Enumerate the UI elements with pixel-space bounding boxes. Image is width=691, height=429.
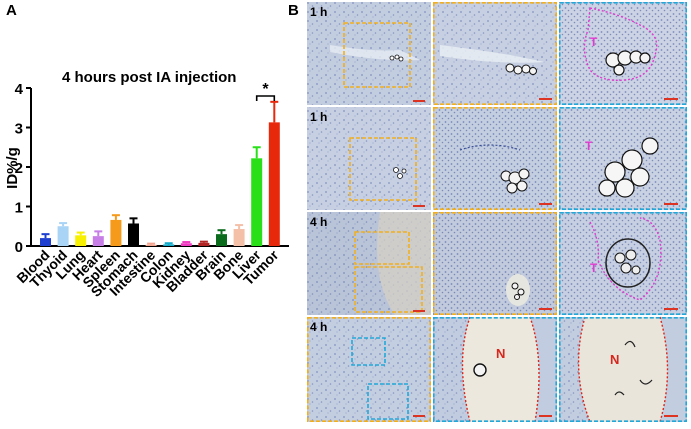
tumor-marker: T: [590, 261, 598, 275]
micrograph-zoom: [432, 107, 557, 211]
panel-b-label: B: [288, 2, 299, 19]
micrograph-detail: T: [558, 107, 687, 211]
y-axis-label: ID%/g: [4, 147, 21, 189]
bar-bone: [233, 229, 245, 246]
necrosis-marker: N: [496, 346, 505, 361]
bar-intestine: [145, 244, 157, 246]
time-label: 1 h: [310, 5, 327, 19]
time-label: 4 h: [310, 320, 327, 334]
y-tick-label: 4: [15, 81, 24, 98]
micrograph-zoom: N: [432, 316, 557, 423]
micrograph-row-3: 4 h T: [307, 212, 687, 316]
y-tick-label: 2: [15, 160, 23, 177]
bar-thyoid: [57, 226, 69, 246]
tumor-marker: T: [585, 139, 593, 153]
micrograph-overview: 4 h: [306, 316, 431, 422]
y-tick-label: 0: [15, 239, 23, 256]
chart-title: 4 hours post IA injection: [62, 69, 236, 86]
micrograph-detail: T: [558, 212, 687, 316]
bar-lung: [75, 235, 87, 246]
x-tick-labels: BloodThyoidLungHeartSpleenStomachIntesti…: [13, 246, 282, 300]
bar-blood: [40, 238, 51, 246]
bar-stomach: [128, 223, 139, 246]
micrograph-detail: T: [558, 1, 687, 106]
micrograph-zoom: [432, 1, 557, 106]
bracket-line: [255, 95, 276, 101]
bar-series: [40, 100, 280, 246]
micrograph-row-4: 4 h N N: [306, 316, 687, 423]
bar-brain: [216, 234, 227, 246]
micrograph-row-2: 1 h T: [307, 107, 687, 211]
bar-kidney: [180, 243, 192, 246]
y-tick-label: 3: [15, 121, 23, 138]
significance-bracket: *: [255, 81, 276, 101]
panel-a-label: A: [6, 2, 17, 19]
bar-spleen: [110, 219, 122, 246]
bar-bladder: [198, 242, 210, 246]
tumor-marker: T: [590, 35, 598, 49]
micrograph-detail: N: [558, 316, 687, 423]
micrograph-row-1: 1 h T: [307, 1, 687, 106]
time-label: 4 h: [310, 215, 327, 229]
bar-colon: [163, 244, 175, 246]
y-axis: 0 1 2 3 4: [15, 81, 32, 256]
necrosis-marker: N: [610, 352, 619, 367]
micrograph-zoom: [432, 212, 557, 316]
micrograph-overview: 1 h: [307, 107, 431, 210]
bar-heart: [92, 236, 104, 246]
bar-tumor: [268, 122, 280, 246]
time-label: 1 h: [310, 110, 327, 124]
bar-liver: [251, 158, 263, 246]
y-tick-label: 1: [15, 200, 23, 217]
micrograph-overview: 4 h: [307, 212, 431, 315]
significance-star: *: [262, 81, 269, 98]
micrograph-overview: 1 h: [307, 2, 431, 105]
